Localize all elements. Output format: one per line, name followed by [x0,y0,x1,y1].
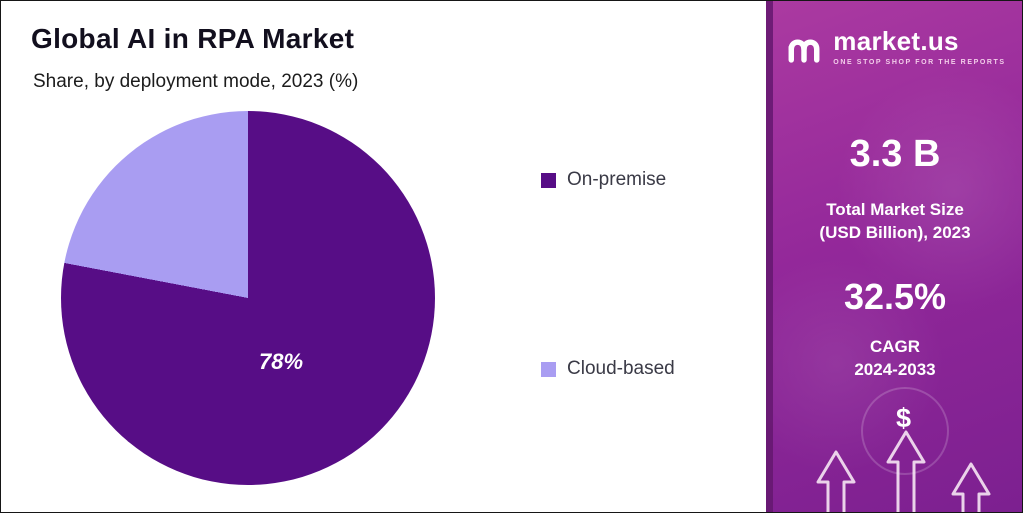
legend-label-on-premise: On-premise [567,169,667,190]
market-size-label-line2: (USD Billion), 2023 [819,222,971,242]
dollar-icon: $ [896,403,912,433]
market-size-value: 3.3 B [849,133,941,175]
pie-slice-label: 78% [259,349,304,374]
growth-arrows-icon [816,430,991,512]
brand-text-block: market.us ONE STOP SHOP FOR THE REPORTS [833,27,1005,66]
decorative-glow [834,71,1022,311]
promo-panel: market.us ONE STOP SHOP FOR THE REPORTS … [766,1,1022,512]
cagr-label-line2: 2024-2033 [854,359,936,379]
marketus-logo-icon [784,29,824,74]
pie-chart [61,111,435,485]
brand-logo: market.us ONE STOP SHOP FOR THE REPORTS [766,27,1022,74]
cagr-value: 32.5% [843,276,947,317]
panel-edge-stripe [766,1,773,512]
legend-item-on-premise: On-premise [541,169,666,191]
legend-label-cloud-based: Cloud-based [567,358,675,379]
market-size-label: Total Market Size (USD Billion), 2023 [766,199,1022,245]
chart-subtitle: Share, by deployment mode, 2023 (%) [33,71,359,92]
legend-swatch-on-premise [541,172,556,188]
cagr-label-line1: CAGR [869,337,921,356]
decorative-ring [861,387,949,475]
brand-name: market.us [833,26,959,56]
legend-swatch-cloud-based [541,361,556,377]
legend-item-cloud-based: Cloud-based [541,358,675,380]
chart-title: Global AI in RPA Market [31,23,355,54]
chart-area: Global AI in RPA Market Share, by deploy… [1,1,766,512]
cagr-label: CAGR 2024-2033 [766,336,1022,382]
brand-tagline: ONE STOP SHOP FOR THE REPORTS [833,58,1006,66]
market-size-label-line1: Total Market Size [826,200,964,219]
